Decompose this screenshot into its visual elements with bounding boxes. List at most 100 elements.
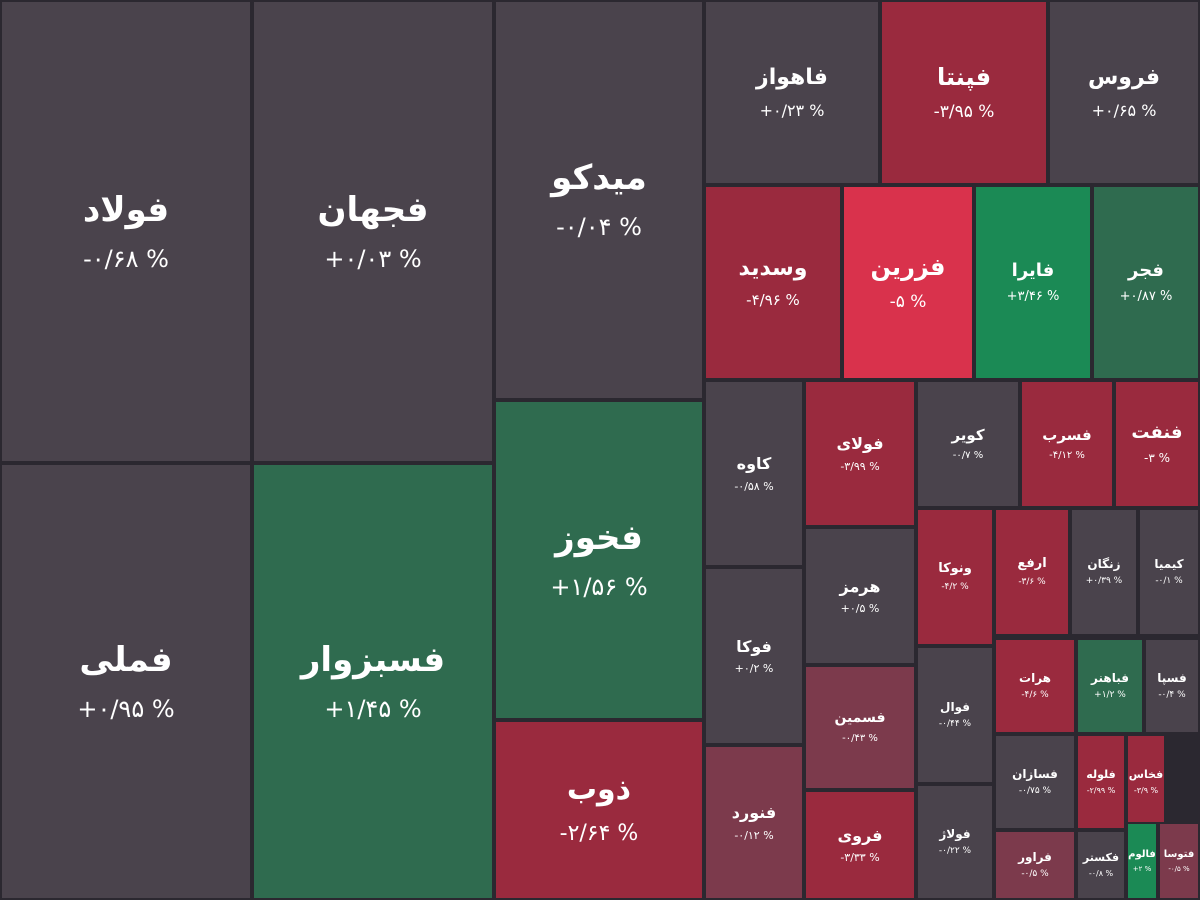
tile-symbol: فباهنر [1091, 670, 1129, 685]
treemap-tile[interactable]: فپنتا -۳/۹۵ % [880, 0, 1048, 185]
treemap-tile[interactable]: فولاژ -۰/۲۲ % [916, 784, 994, 900]
treemap-tile[interactable]: فایرا +۳/۴۶ % [974, 185, 1092, 380]
tile-symbol: هرمز [839, 576, 881, 596]
treemap-tile[interactable]: فکستر -۰/۸ % [1076, 830, 1126, 900]
treemap-tile[interactable]: فجهان +۰/۰۳ % [252, 0, 494, 463]
tile-symbol: فجر [1128, 260, 1164, 281]
tile-symbol: ونوکا [938, 561, 972, 577]
treemap-tile[interactable]: فاهواز +۰/۲۳ % [704, 0, 880, 185]
tile-change: -۳/۹۵ % [933, 101, 995, 122]
treemap-tile[interactable]: فباهنر +۱/۲ % [1076, 638, 1144, 734]
tile-symbol: فسرب [1042, 426, 1092, 444]
treemap-tile[interactable]: هرمز +۰/۵ % [804, 527, 916, 665]
tile-symbol: فخاس [1128, 768, 1164, 782]
tile-symbol: فلوله [1086, 768, 1116, 782]
tile-change: -۳/۶ % [1018, 577, 1046, 588]
treemap-tile[interactable]: فوال -۰/۴۴ % [916, 646, 994, 784]
tile-symbol: فملی [79, 639, 173, 680]
treemap-tile[interactable]: هرات -۴/۶ % [994, 638, 1076, 734]
tile-change: -۳/۹۹ % [840, 459, 880, 473]
treemap-tile[interactable]: فسمین -۰/۴۳ % [804, 665, 916, 790]
tile-change: -۰/۰۴ % [556, 213, 642, 242]
treemap-tile[interactable]: کیمیا -۰/۱ % [1138, 508, 1200, 636]
treemap-tile[interactable]: وسدید -۴/۹۶ % [704, 185, 842, 380]
treemap-tile[interactable]: فنفت -۳ % [1114, 380, 1200, 508]
tile-change: -۰/۷ % [952, 450, 984, 461]
tile-symbol: فایرا [1011, 260, 1055, 281]
tile-change: +۰/۶۵ % [1091, 100, 1157, 120]
tile-change: -۳/۳۳ % [840, 851, 880, 865]
tile-symbol: فپنتا [936, 62, 992, 91]
tile-symbol: فولاژ [939, 826, 971, 841]
tile-change: -۵ % [889, 291, 927, 312]
tile-symbol: فسپا [1157, 670, 1187, 685]
treemap-tile[interactable]: فخاس -۳/۹ % [1126, 734, 1166, 830]
treemap-tile[interactable]: فملی +۰/۹۵ % [0, 463, 252, 900]
tile-symbol: فراور [1018, 849, 1052, 864]
tile-change: +۱/۴۵ % [324, 694, 422, 723]
tile-symbol: فالوم [1128, 848, 1156, 860]
treemap-tile[interactable]: کویر -۰/۷ % [916, 380, 1020, 508]
tile-symbol: فسمین [834, 710, 886, 727]
treemap-tile[interactable]: فلوله -۲/۹۹ % [1076, 734, 1126, 830]
treemap-tile[interactable]: فوکا +۰/۲ % [704, 567, 804, 745]
treemap-tile[interactable]: زنگان +۰/۳۹ % [1070, 508, 1138, 636]
treemap-tile[interactable]: فولای -۳/۹۹ % [804, 380, 916, 527]
tile-symbol: فولای [836, 434, 884, 454]
tile-change: -۰/۵ % [1168, 864, 1190, 873]
tile-symbol: فروی [837, 825, 883, 845]
tile-change: -۴/۶ % [1021, 690, 1049, 701]
tile-symbol: فتوسا [1163, 848, 1195, 860]
tile-symbol: فاهواز [756, 64, 828, 90]
tile-change: -۰/۴۴ % [938, 719, 972, 730]
tile-change: +۲ % [1132, 864, 1152, 873]
treemap-tile[interactable]: فروی -۳/۳۳ % [804, 790, 916, 900]
tile-symbol: فنورد [731, 803, 777, 823]
treemap-tile[interactable]: فتوسا -۰/۵ % [1158, 822, 1200, 900]
treemap-tile[interactable]: فسبزوار +۱/۴۵ % [252, 463, 494, 900]
tile-symbol: فجهان [317, 189, 429, 230]
tile-change: -۰/۵۸ % [734, 479, 774, 493]
treemap-tile[interactable]: فنورد -۰/۱۲ % [704, 745, 804, 900]
treemap-tile[interactable]: فسازان -۰/۷۵ % [994, 734, 1076, 830]
tile-change: -۰/۴ % [1158, 690, 1186, 701]
treemap-tile[interactable]: فزرین -۵ % [842, 185, 974, 380]
treemap-tile[interactable]: میدکو -۰/۰۴ % [494, 0, 704, 400]
treemap-tile[interactable]: فسرب -۴/۱۲ % [1020, 380, 1114, 508]
tile-change: -۲/۹۹ % [1086, 786, 1116, 796]
tile-symbol: فروس [1087, 64, 1161, 90]
tile-change: -۰/۱ % [1155, 576, 1183, 587]
treemap-tile[interactable]: فالوم +۲ % [1126, 822, 1158, 900]
tile-change: -۳/۹ % [1133, 786, 1159, 796]
tile-change: -۰/۷۵ % [1018, 786, 1052, 797]
tile-symbol: فخوز [555, 518, 643, 558]
tile-symbol: کیمیا [1154, 556, 1184, 571]
treemap-tile[interactable]: فروس +۰/۶۵ % [1048, 0, 1200, 185]
treemap-tile[interactable]: ارفع -۳/۶ % [994, 508, 1070, 636]
treemap-tile[interactable]: فولاد -۰/۶۸ % [0, 0, 252, 463]
treemap-tile[interactable]: ونوکا -۴/۲ % [916, 508, 994, 646]
tile-symbol: کاوه [736, 454, 772, 474]
tile-symbol: فنفت [1131, 422, 1183, 444]
treemap-tile[interactable]: ذوب -۲/۶۴ % [494, 720, 704, 900]
tile-change: -۰/۵ % [1021, 869, 1049, 880]
tile-change: -۲/۶۴ % [559, 821, 639, 847]
tile-change: +۰/۸۷ % [1119, 289, 1173, 305]
tile-change: -۰/۴۳ % [842, 732, 878, 744]
treemap-tile[interactable]: فجر +۰/۸۷ % [1092, 185, 1200, 380]
tile-symbol: فسازان [1012, 766, 1058, 781]
tile-change: +۰/۵ % [840, 602, 880, 616]
treemap-tile[interactable]: کاوه -۰/۵۸ % [704, 380, 804, 567]
treemap-tile[interactable]: فخوز +۱/۵۶ % [494, 400, 704, 720]
tile-change: +۳/۴۶ % [1006, 289, 1060, 305]
tile-change: -۰/۸ % [1088, 869, 1114, 879]
tile-symbol: وسدید [738, 255, 808, 281]
tile-symbol: زنگان [1087, 556, 1121, 571]
tile-symbol: کویر [951, 426, 985, 444]
treemap-tile[interactable]: فسپا -۰/۴ % [1144, 638, 1200, 734]
tile-change: -۳ % [1144, 451, 1170, 466]
tile-symbol: فسبزوار [300, 639, 446, 680]
tile-symbol: ذوب [566, 772, 632, 808]
treemap-tile[interactable]: فراور -۰/۵ % [994, 830, 1076, 900]
